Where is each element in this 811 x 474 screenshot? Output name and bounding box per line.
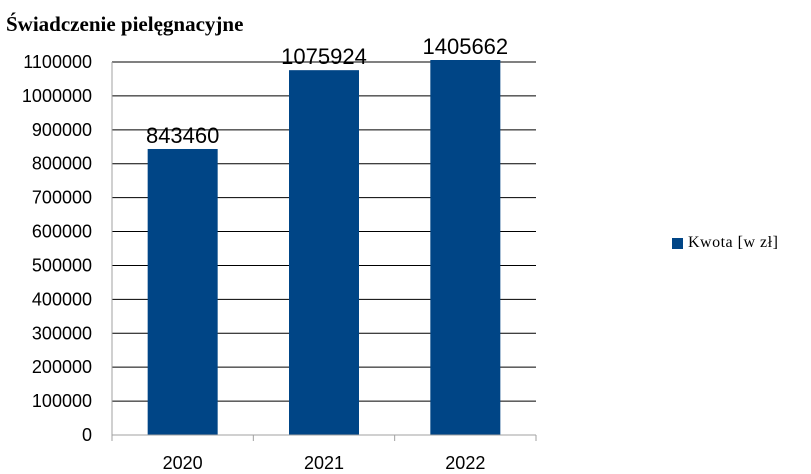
data-labels: 843460 1075924 1405662 [146, 34, 508, 148]
y-tick-label: 700000 [32, 188, 92, 208]
axes [111, 62, 537, 441]
y-tick-label: 1000000 [22, 86, 92, 106]
data-label: 1075924 [281, 44, 367, 69]
y-tick-label: 300000 [32, 323, 92, 343]
y-tick-label: 1100000 [23, 52, 92, 72]
legend-label-kwota: Kwota [w zł] [688, 234, 779, 251]
x-tick-label: 2020 [163, 453, 203, 473]
y-tick-label: 800000 [32, 154, 92, 174]
y-axis-tick-labels: 0 100000 200000 300000 400000 500000 600000 700… [22, 52, 92, 445]
y-tick-label: 500000 [32, 255, 92, 275]
chart-title: Świadczenie pielęgnacyjne [6, 12, 244, 36]
x-tick-label: 2021 [304, 453, 344, 473]
bars [147, 60, 501, 436]
bar-2020 [147, 148, 218, 435]
data-label: 843460 [146, 123, 219, 148]
y-tick-label: 200000 [32, 357, 92, 377]
y-tick-label: 600000 [32, 222, 92, 242]
y-tick-label: 900000 [32, 120, 92, 140]
x-tick-label: 2022 [445, 453, 485, 473]
data-label: 1405662 [423, 34, 509, 59]
bar-2021 [289, 70, 359, 436]
legend-swatch-kwota [672, 237, 683, 249]
y-tick-label: 0 [82, 425, 92, 445]
legend: Kwota [w zł] [672, 234, 778, 252]
y-tick-label: 400000 [32, 289, 92, 309]
x-axis-tick-labels: 2020 2021 2022 [163, 453, 486, 473]
y-tick-label: 100000 [32, 391, 92, 411]
bar-2022 [430, 60, 501, 435]
